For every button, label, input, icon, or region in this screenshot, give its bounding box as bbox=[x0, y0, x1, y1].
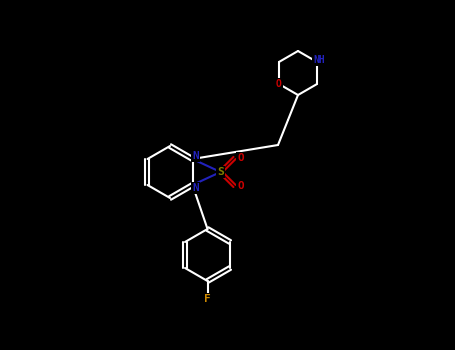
Text: S: S bbox=[217, 167, 224, 177]
Text: F: F bbox=[204, 294, 211, 304]
Text: N: N bbox=[192, 151, 199, 161]
Text: O: O bbox=[276, 79, 282, 89]
Text: O: O bbox=[237, 153, 244, 163]
Text: NH: NH bbox=[313, 55, 325, 65]
Text: O: O bbox=[237, 181, 244, 191]
Text: N: N bbox=[192, 183, 199, 193]
